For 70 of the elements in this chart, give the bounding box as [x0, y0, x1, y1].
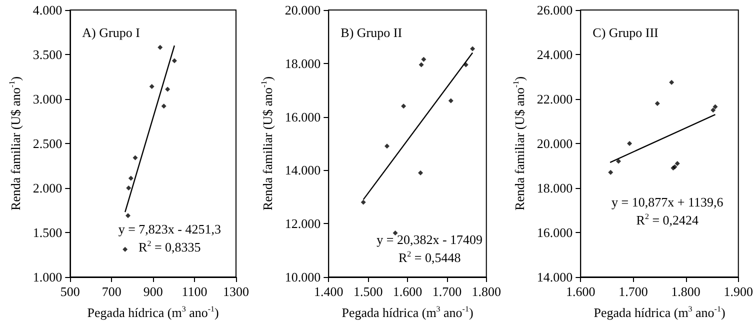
- point: [470, 46, 476, 52]
- x-tick-label: 1.700: [618, 284, 648, 299]
- point: [418, 62, 424, 68]
- y-tick-label: 12.000: [284, 216, 321, 232]
- annotation: C) Grupo III: [592, 25, 658, 40]
- point: [158, 44, 163, 50]
- y-tick-label: 24.000: [536, 47, 573, 62]
- x-tick-label: 1.700: [432, 284, 462, 299]
- y-tick-label: 22.000: [536, 92, 573, 106]
- annotation: y = 7,823x - 4251,3: [118, 221, 221, 236]
- point: [674, 161, 680, 166]
- y-tick-label: 10.000: [284, 270, 321, 284]
- y-tick-label: 4.000: [32, 2, 62, 18]
- point: [149, 84, 154, 90]
- annotation: y = 20,382x - 17409: [376, 232, 483, 248]
- y-tick-label: 20.000: [536, 136, 573, 151]
- y-tick-label: 16.000: [284, 109, 321, 124]
- point: [122, 246, 128, 252]
- point: [126, 186, 132, 190]
- y-tick-label: 2.000: [32, 180, 62, 196]
- x-tick-label: 1.500: [353, 284, 383, 299]
- point: [418, 170, 424, 176]
- point: [125, 213, 130, 218]
- x-tick-label: 1.600: [566, 284, 596, 299]
- point: [165, 86, 170, 92]
- x-tick-label: 1.800: [671, 284, 700, 299]
- x-tick-label: 1.600: [392, 284, 422, 299]
- y-tick-label: 3.500: [32, 47, 62, 62]
- y-tick-label: 20.000: [284, 2, 321, 18]
- y-tick-label: 14.000: [536, 270, 573, 284]
- y-tick-label: 16.000: [536, 225, 573, 240]
- point: [172, 58, 177, 64]
- x-tick-label: 700: [102, 284, 122, 299]
- point: [132, 155, 138, 160]
- x-tick-label: 1300: [223, 284, 249, 299]
- y-tick-label: 14.000: [284, 162, 321, 178]
- y-tick-label: 1.500: [32, 225, 62, 240]
- point: [608, 170, 614, 175]
- annotation: y = 10,877x + 1139,6: [612, 194, 724, 210]
- point: [712, 104, 718, 110]
- point: [448, 98, 454, 104]
- x-tick-label: 1.800: [472, 284, 501, 299]
- point: [669, 80, 674, 85]
- y-tick-label: 2.500: [32, 136, 62, 151]
- y-tick-label: 3.000: [32, 92, 62, 106]
- y-tick-label: 26.000: [536, 2, 573, 18]
- point: [401, 104, 406, 109]
- x-tick-label: 900: [143, 284, 163, 299]
- point: [360, 200, 366, 205]
- point: [654, 100, 660, 106]
- point: [627, 141, 632, 146]
- x-tick-label: 1.400: [314, 284, 344, 299]
- annotation: B) Grupo II: [340, 25, 402, 40]
- point: [710, 108, 716, 113]
- y-tick-label: 18.000: [284, 56, 321, 71]
- x-tick-label: 500: [60, 284, 80, 299]
- x-tick-label: 1.900: [724, 284, 753, 299]
- point: [392, 230, 398, 236]
- y-tick-label: 1.000: [32, 270, 62, 284]
- point: [128, 176, 134, 181]
- y-axis-title: Renda familiar (U$ ano-1): [260, 76, 275, 211]
- y-axis-title: Renda familiar (U$ ano-1): [8, 76, 23, 211]
- point: [161, 104, 166, 109]
- annotation: A) Grupo I: [82, 25, 140, 40]
- y-tick-label: 18.000: [536, 180, 573, 196]
- point: [616, 158, 622, 164]
- y-axis-title: Renda familiar (U$ ano-1): [512, 76, 527, 211]
- point: [384, 144, 390, 149]
- point: [421, 56, 426, 62]
- x-tick-label: 1100: [182, 284, 208, 299]
